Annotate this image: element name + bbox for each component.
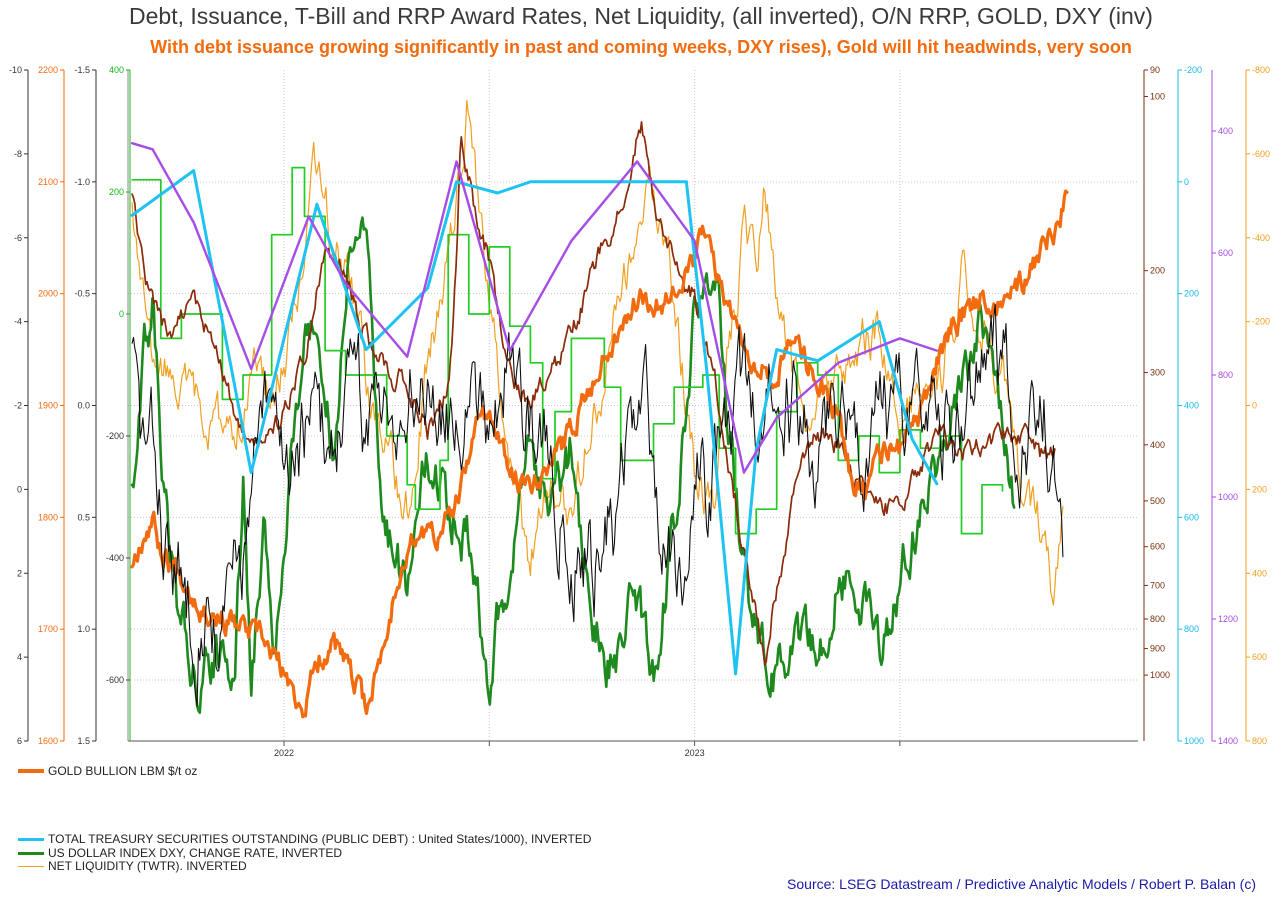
axis-tick-label-a2: 1900 bbox=[38, 401, 58, 411]
axis-tick-label-a1: 6 bbox=[17, 736, 22, 746]
axis-tick-label-a3: 0.5 bbox=[77, 512, 90, 522]
axis-tick-label-a1: -4 bbox=[14, 317, 22, 327]
axes: -10-8-6-4-202462200210020001900180017001… bbox=[9, 65, 1270, 758]
chart-title: Debt, Issuance, T-Bill and RRP Award Rat… bbox=[129, 3, 1153, 29]
axis-tick-label-a8: 800 bbox=[1218, 370, 1233, 380]
series-line-rrp-award-rate bbox=[131, 166, 1004, 535]
series-line-us-dollar-index-dxy-change-rate-inverted bbox=[130, 216, 1016, 714]
axis-tick-label-a1: 2 bbox=[17, 568, 22, 578]
axis-tick-label-a1: -8 bbox=[14, 149, 22, 159]
axis-tick-label-a9: 400 bbox=[1252, 568, 1267, 578]
axis-tick-label-a7: 200 bbox=[1184, 289, 1199, 299]
axis-tick-label-a7: -200 bbox=[1184, 65, 1202, 75]
axis-tick-label-a2: 1600 bbox=[38, 736, 58, 746]
x-axis-tick-label: 2022 bbox=[274, 748, 294, 758]
series-line-total-treasury-issuance-inverted bbox=[130, 142, 938, 474]
legend-label: TOTAL TREASURY SECURITIES OUTSTANDING (P… bbox=[48, 832, 592, 846]
legend-item-gold: GOLD BULLION LBM $/t oz bbox=[18, 764, 197, 778]
axis-tick-label-a9: -800 bbox=[1252, 65, 1270, 75]
axis-tick-label-a4: 0 bbox=[119, 309, 124, 319]
axis-tick-label-a2: 2200 bbox=[38, 65, 58, 75]
axis-tick-label-a3: 1.5 bbox=[77, 736, 90, 746]
axis-tick-label-a7: 400 bbox=[1184, 401, 1199, 411]
legend-item-dxy: US DOLLAR INDEX DXY, CHANGE RATE, INVERT… bbox=[18, 846, 342, 860]
legend-swatch bbox=[18, 769, 44, 773]
axis-tick-label-a2: 1800 bbox=[38, 512, 58, 522]
series-line-o-n-rrp bbox=[131, 121, 1056, 666]
series-line-net-liquidity-twtr-inverted bbox=[131, 99, 1064, 606]
axis-tick-label-a6: 700 bbox=[1150, 580, 1165, 590]
axis-tick-label-a6: 1000 bbox=[1150, 670, 1170, 680]
plot-frame bbox=[127, 70, 1138, 742]
legend-item-net-liquidity: NET LIQUIDITY (TWTR). INVERTED bbox=[18, 859, 247, 873]
axis-tick-label-a3: 0.0 bbox=[77, 401, 90, 411]
legend-label: NET LIQUIDITY (TWTR). INVERTED bbox=[48, 859, 247, 873]
axis-tick-label-a6: 200 bbox=[1150, 266, 1165, 276]
axis-tick-label-a6: 100 bbox=[1150, 91, 1165, 101]
axis-tick-label-a5: -400 bbox=[106, 553, 124, 563]
axis-tick-label-a2: 2000 bbox=[38, 289, 58, 299]
axis-tick-label-a6: 800 bbox=[1150, 614, 1165, 624]
legend-swatch bbox=[18, 837, 44, 841]
source-credit: Source: LSEG Datastream / Predictive Ana… bbox=[787, 876, 1256, 892]
axis-tick-label-a9: 600 bbox=[1252, 652, 1267, 662]
axis-tick-label-a3: -0.5 bbox=[74, 289, 90, 299]
chart-canvas: -10-8-6-4-202462200210020001900180017001… bbox=[9, 65, 1270, 758]
axis-tick-label-a1: -10 bbox=[9, 65, 22, 75]
axis-tick-label-a1: 0 bbox=[17, 484, 22, 494]
axis-tick-label-a8: 600 bbox=[1218, 248, 1233, 258]
axis-tick-label-a7: 0 bbox=[1184, 177, 1189, 187]
axis-tick-label-a8: 1400 bbox=[1218, 736, 1238, 746]
axis-tick-label-a6: 90 bbox=[1150, 65, 1160, 75]
axis-tick-label-a3: -1.0 bbox=[74, 177, 90, 187]
axis-tick-label-a1: -2 bbox=[14, 401, 22, 411]
axis-tick-label-a9: 800 bbox=[1252, 736, 1267, 746]
axis-tick-label-a8: 1000 bbox=[1218, 492, 1238, 502]
axis-tick-label-a7: 1000 bbox=[1184, 736, 1204, 746]
axis-tick-label-a2: 1700 bbox=[38, 624, 58, 634]
chart-subtitle: With debt issuance growing significantly… bbox=[150, 37, 1132, 57]
axis-tick-label-a9: 200 bbox=[1252, 484, 1267, 494]
axis-tick-label-a2: 2100 bbox=[38, 177, 58, 187]
axis-tick-label-a8: 400 bbox=[1218, 126, 1233, 136]
legend-label: GOLD BULLION LBM $/t oz bbox=[48, 764, 198, 778]
axis-tick-label-a9: -200 bbox=[1252, 317, 1270, 327]
series-line-total-treasury-securities-outstanding-public-debt-united-states-1000-inverted bbox=[130, 169, 939, 676]
gridlines bbox=[128, 70, 1138, 741]
axis-tick-label-a3: -1.5 bbox=[74, 65, 90, 75]
axis-tick-label-a9: -600 bbox=[1252, 149, 1270, 159]
axis-tick-label-a3: 1.0 bbox=[77, 624, 90, 634]
series-lines bbox=[130, 99, 1069, 719]
axis-tick-label-a6: 400 bbox=[1150, 440, 1165, 450]
series-line-gold-bullion-lbm-t-oz bbox=[130, 189, 1069, 719]
axis-tick-label-a8: 1200 bbox=[1218, 614, 1238, 624]
axis-tick-label-a6: 600 bbox=[1150, 542, 1165, 552]
axis-tick-label-a1: -6 bbox=[14, 233, 22, 243]
axis-tick-label-a7: 800 bbox=[1184, 624, 1199, 634]
axis-tick-label-a4: 200 bbox=[109, 187, 124, 197]
legend-item-public-debt: TOTAL TREASURY SECURITIES OUTSTANDING (P… bbox=[18, 832, 591, 846]
legend-swatch bbox=[18, 865, 44, 867]
axis-tick-label-a5: -200 bbox=[106, 431, 124, 441]
axis-tick-label-a9: -400 bbox=[1252, 233, 1270, 243]
axis-tick-label-a5: -600 bbox=[106, 675, 124, 685]
axis-tick-label-a6: 900 bbox=[1150, 644, 1165, 654]
axis-tick-label-a7: 600 bbox=[1184, 512, 1199, 522]
axis-tick-label-a6: 300 bbox=[1150, 368, 1165, 378]
legend-swatch bbox=[18, 851, 44, 855]
axis-tick-label-a1: 4 bbox=[17, 652, 22, 662]
axis-tick-label-a6: 500 bbox=[1150, 496, 1165, 506]
axis-tick-label-a4: 400 bbox=[109, 65, 124, 75]
legend-label: US DOLLAR INDEX DXY, CHANGE RATE, INVERT… bbox=[48, 846, 343, 860]
x-axis-tick-label: 2023 bbox=[685, 748, 705, 758]
axis-tick-label-a9: 0 bbox=[1252, 401, 1257, 411]
